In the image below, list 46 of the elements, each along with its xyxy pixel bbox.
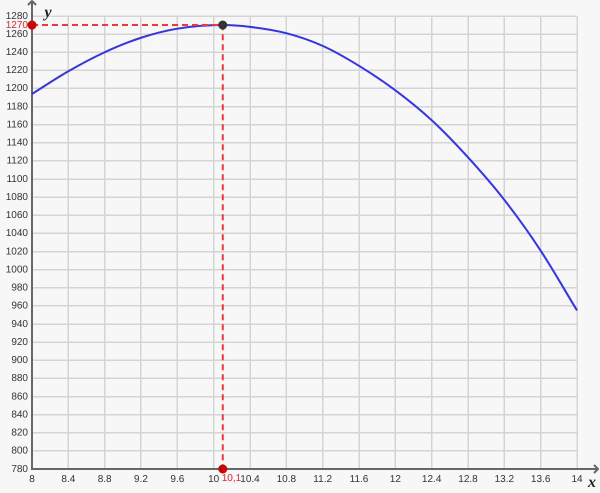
x-tick-label: 12: [390, 474, 402, 485]
y-tick-label: 860: [11, 391, 28, 402]
y-tick-label: 800: [11, 446, 28, 457]
y-tick-label: 1140: [6, 138, 28, 149]
x-tick-label: 11.2: [313, 474, 332, 485]
y-tick-label: 780: [11, 464, 28, 475]
y-tick-label: 1040: [6, 228, 28, 240]
x-tick-label: 8.8: [98, 474, 112, 485]
y-tick-label: 1280: [6, 10, 28, 22]
x-tick-label: 8: [29, 474, 36, 485]
x-tick-label: 10.4: [240, 474, 260, 485]
annotation: 10,1: [222, 472, 242, 484]
x-tick-label: 14: [571, 474, 583, 485]
x-tick-label: 12.8: [458, 474, 478, 485]
x-tick-label: 9.6: [170, 474, 185, 485]
x-tick-label: 13.6: [530, 474, 551, 485]
y-tick-label: 1060: [6, 210, 28, 222]
y-tick-label: 1220: [6, 65, 28, 76]
x-tick-label: 11.6: [350, 474, 369, 485]
y-tick-label: 840: [11, 409, 28, 420]
x-tick-label: 12.4: [422, 474, 442, 485]
y-tick-label: 900: [11, 355, 28, 366]
y-tick-label: 980: [11, 282, 28, 294]
y-tick-label: 1260: [6, 28, 28, 40]
x-tick-label: 8.4: [61, 474, 76, 485]
y-tick-label: 940: [11, 318, 28, 330]
x-tick-label: 9.2: [134, 474, 148, 485]
y-tick-label: 1100: [6, 174, 28, 185]
y-tick-label: 1240: [6, 46, 28, 58]
y-tick-label: 880: [11, 373, 28, 384]
y-tick-label: 1020: [6, 246, 28, 258]
y-tick-label: 1180: [6, 101, 28, 112]
y-tick-label: 1120: [6, 156, 28, 167]
annotation: 1270: [6, 20, 28, 31]
x-tick-label: 10: [208, 474, 220, 485]
y-tick-label: 820: [11, 428, 28, 439]
y-tick-label: 1160: [6, 119, 28, 130]
y-tick-label: 1200: [6, 83, 28, 94]
y-tick-label: 920: [11, 336, 28, 348]
y-tick-label: 960: [11, 300, 28, 312]
y-tick-label: 1080: [6, 192, 28, 203]
x-tick-label: 10.8: [276, 474, 296, 485]
x-tick-label: 13.2: [494, 474, 514, 485]
x-axis-title: x: [587, 474, 596, 492]
y-tick-label: 1000: [6, 264, 28, 276]
y-axis-title: y: [42, 4, 52, 22]
